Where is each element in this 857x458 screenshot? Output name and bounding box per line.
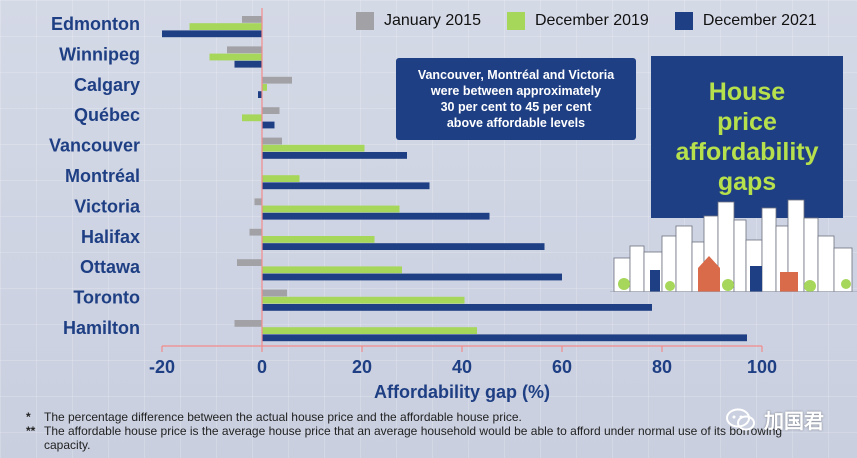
- x-axis-title: Affordability gap (%): [374, 382, 550, 402]
- bar-jan2015: [234, 320, 262, 327]
- legend-label-dec2021: December 2021: [702, 12, 817, 29]
- bar-jan2015: [262, 137, 282, 145]
- category-label: Québec: [74, 105, 140, 125]
- footnote-text: The affordable house price is the averag…: [44, 424, 783, 452]
- bar-dec2019: [262, 175, 300, 182]
- bar-jan2015: [237, 259, 262, 266]
- category-label: Vancouver: [49, 136, 140, 156]
- x-tick-label: 0: [257, 357, 267, 377]
- x-tick-label: -20: [149, 357, 175, 377]
- chart-legend: January 2015 December 2019 December 2021: [356, 12, 817, 30]
- legend-swatch-dec2019: [506, 12, 525, 30]
- bar-dec2019: [209, 53, 262, 61]
- callout-line: above affordable levels: [446, 116, 586, 130]
- wechat-icon: [726, 408, 755, 430]
- bar-jan2015: [262, 107, 280, 114]
- bar-dec2019: [262, 327, 477, 334]
- bar-dec2021: [262, 304, 652, 311]
- footnote-mark: *: [26, 410, 31, 424]
- watermark-text: 加国君: [764, 411, 824, 433]
- bar-dec2021: [262, 334, 747, 342]
- bar-dec2021: [262, 243, 545, 250]
- category-label: Hamilton: [63, 318, 140, 338]
- title-line: House: [708, 78, 786, 106]
- callout-line: Vancouver, Montréal and Victoria: [417, 68, 615, 82]
- callout-line: 30 per cent to 45 per cent: [440, 100, 592, 114]
- bar-jan2015: [242, 16, 262, 23]
- title-line: affordability: [675, 138, 819, 166]
- footnote-1: * The percentage difference between the …: [26, 410, 786, 424]
- x-tick-label: 40: [452, 357, 472, 377]
- x-tick-label: 20: [352, 357, 372, 377]
- legend-label-jan2015: January 2015: [384, 12, 481, 29]
- category-label: Halifax: [81, 227, 140, 247]
- category-label: Calgary: [74, 75, 140, 95]
- bar-dec2021: [234, 60, 262, 68]
- bar-dec2019: [262, 205, 400, 213]
- category-label: Edmonton: [51, 14, 140, 34]
- bar-dec2019: [242, 114, 262, 122]
- x-tick-label: 80: [652, 357, 672, 377]
- bar-dec2021: [162, 30, 262, 38]
- legend-item-jan2015: January 2015: [356, 12, 481, 30]
- x-tick-label: 60: [552, 357, 572, 377]
- category-label: Toronto: [73, 288, 140, 308]
- category-label: Victoria: [74, 196, 141, 216]
- callout-box: Vancouver, Montréal and Victoria were be…: [396, 58, 636, 140]
- bar-dec2019: [262, 144, 365, 152]
- category-label: Montréal: [65, 166, 140, 186]
- bar-dec2021: [262, 212, 490, 220]
- title-box: House price affordability gaps: [651, 56, 843, 218]
- callout-line: were between approximately: [430, 84, 602, 98]
- footnote-2: ** The affordable house price is the ave…: [26, 424, 786, 452]
- bar-dec2021: [262, 121, 275, 129]
- bar-dec2019: [262, 84, 267, 91]
- legend-label-dec2019: December 2019: [534, 12, 649, 29]
- bar-jan2015: [262, 289, 287, 297]
- bar-jan2015: [262, 76, 292, 84]
- watermark: 加国君: [726, 405, 824, 434]
- bar-jan2015: [249, 228, 262, 236]
- title-line: gaps: [717, 168, 777, 196]
- legend-swatch-jan2015: [356, 12, 374, 30]
- bar-dec2021: [262, 152, 407, 159]
- bar-dec2019: [262, 266, 402, 274]
- bar-dec2021: [262, 273, 562, 281]
- legend-swatch-dec2021: [674, 12, 693, 30]
- category-label: Winnipeg: [59, 44, 140, 64]
- legend-item-dec2019: December 2019: [506, 12, 649, 30]
- title-line: price: [717, 108, 777, 136]
- bar-dec2019: [262, 236, 375, 243]
- bar-dec2019: [262, 296, 465, 304]
- bar-dec2021: [262, 182, 430, 190]
- bar-jan2015: [254, 198, 262, 206]
- legend-item-dec2021: December 2021: [674, 12, 817, 30]
- footnote-text: The percentage difference between the ac…: [44, 410, 522, 424]
- footnote-mark: **: [26, 424, 36, 438]
- bar-jan2015: [227, 46, 262, 54]
- footnotes: * The percentage difference between the …: [26, 410, 786, 452]
- category-label: Ottawa: [80, 257, 141, 277]
- city-skyline-illustration: [610, 199, 857, 292]
- bar-dec2019: [189, 23, 262, 30]
- x-tick-label: 100: [747, 357, 777, 377]
- bar-dec2021: [258, 91, 262, 98]
